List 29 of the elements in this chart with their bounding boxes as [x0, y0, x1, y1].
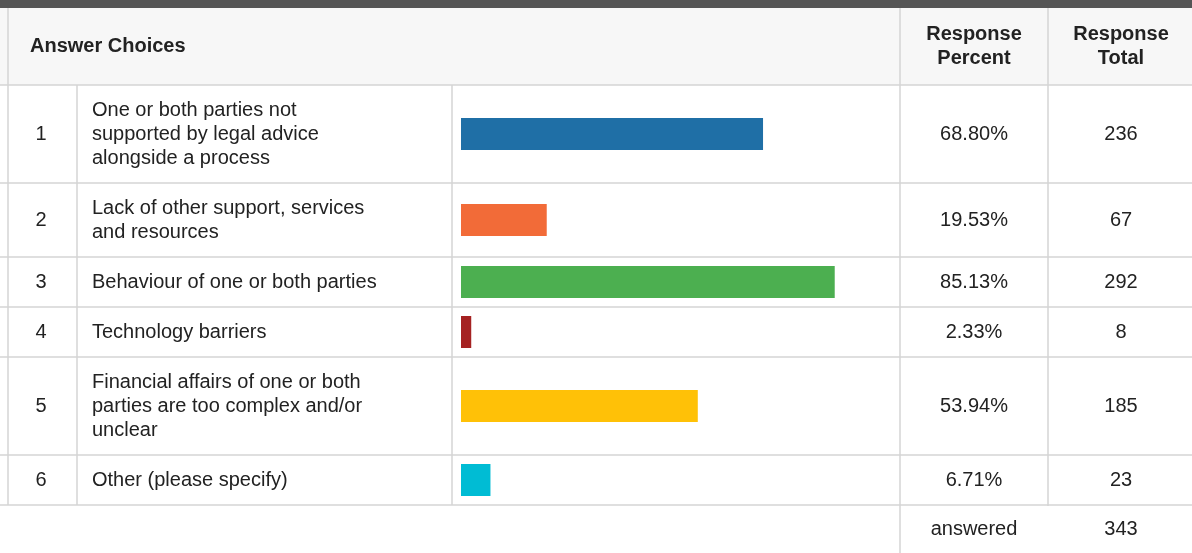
y-tick-label: Financial affairs of one or both parties are too complex and/or unclear — [92, 370, 363, 440]
text: 236 — [1104, 122, 1138, 144]
text: 185 — [1104, 394, 1138, 416]
data-label: 6.71% — [945, 468, 1003, 490]
data-label: 19.53% — [940, 208, 1009, 230]
text: 3 — [35, 270, 47, 292]
text: 343 — [1104, 517, 1138, 539]
y-tick-label: One or both parties not supported by legal advice alongside a process — [92, 98, 319, 168]
text: 1 — [35, 122, 47, 144]
data-label: 68.80% — [940, 122, 1009, 144]
data-label: 53.94% — [940, 394, 1009, 416]
y-tick-label: Lack of other support, services and resources — [92, 196, 365, 242]
text: Response Total — [1073, 22, 1169, 68]
y-tick-label: Other (please specify) — [92, 468, 288, 490]
data-label: 2.33% — [945, 320, 1003, 342]
text: Answer Choices — [30, 34, 186, 56]
text: 8 — [1115, 320, 1127, 342]
y-tick-label: Behaviour of one or both parties — [92, 270, 377, 292]
data-label: 85.13% — [940, 270, 1009, 292]
text: 67 — [1109, 208, 1133, 230]
text: 2 — [35, 208, 47, 230]
text: Response Percent — [926, 22, 1022, 68]
text: 292 — [1104, 270, 1138, 292]
text: answered — [930, 517, 1018, 539]
text: 5 — [35, 394, 47, 416]
text: 23 — [1109, 468, 1133, 490]
text: 4 — [35, 320, 47, 342]
y-tick-label: Technology barriers — [92, 320, 267, 342]
text: 6 — [35, 468, 47, 490]
